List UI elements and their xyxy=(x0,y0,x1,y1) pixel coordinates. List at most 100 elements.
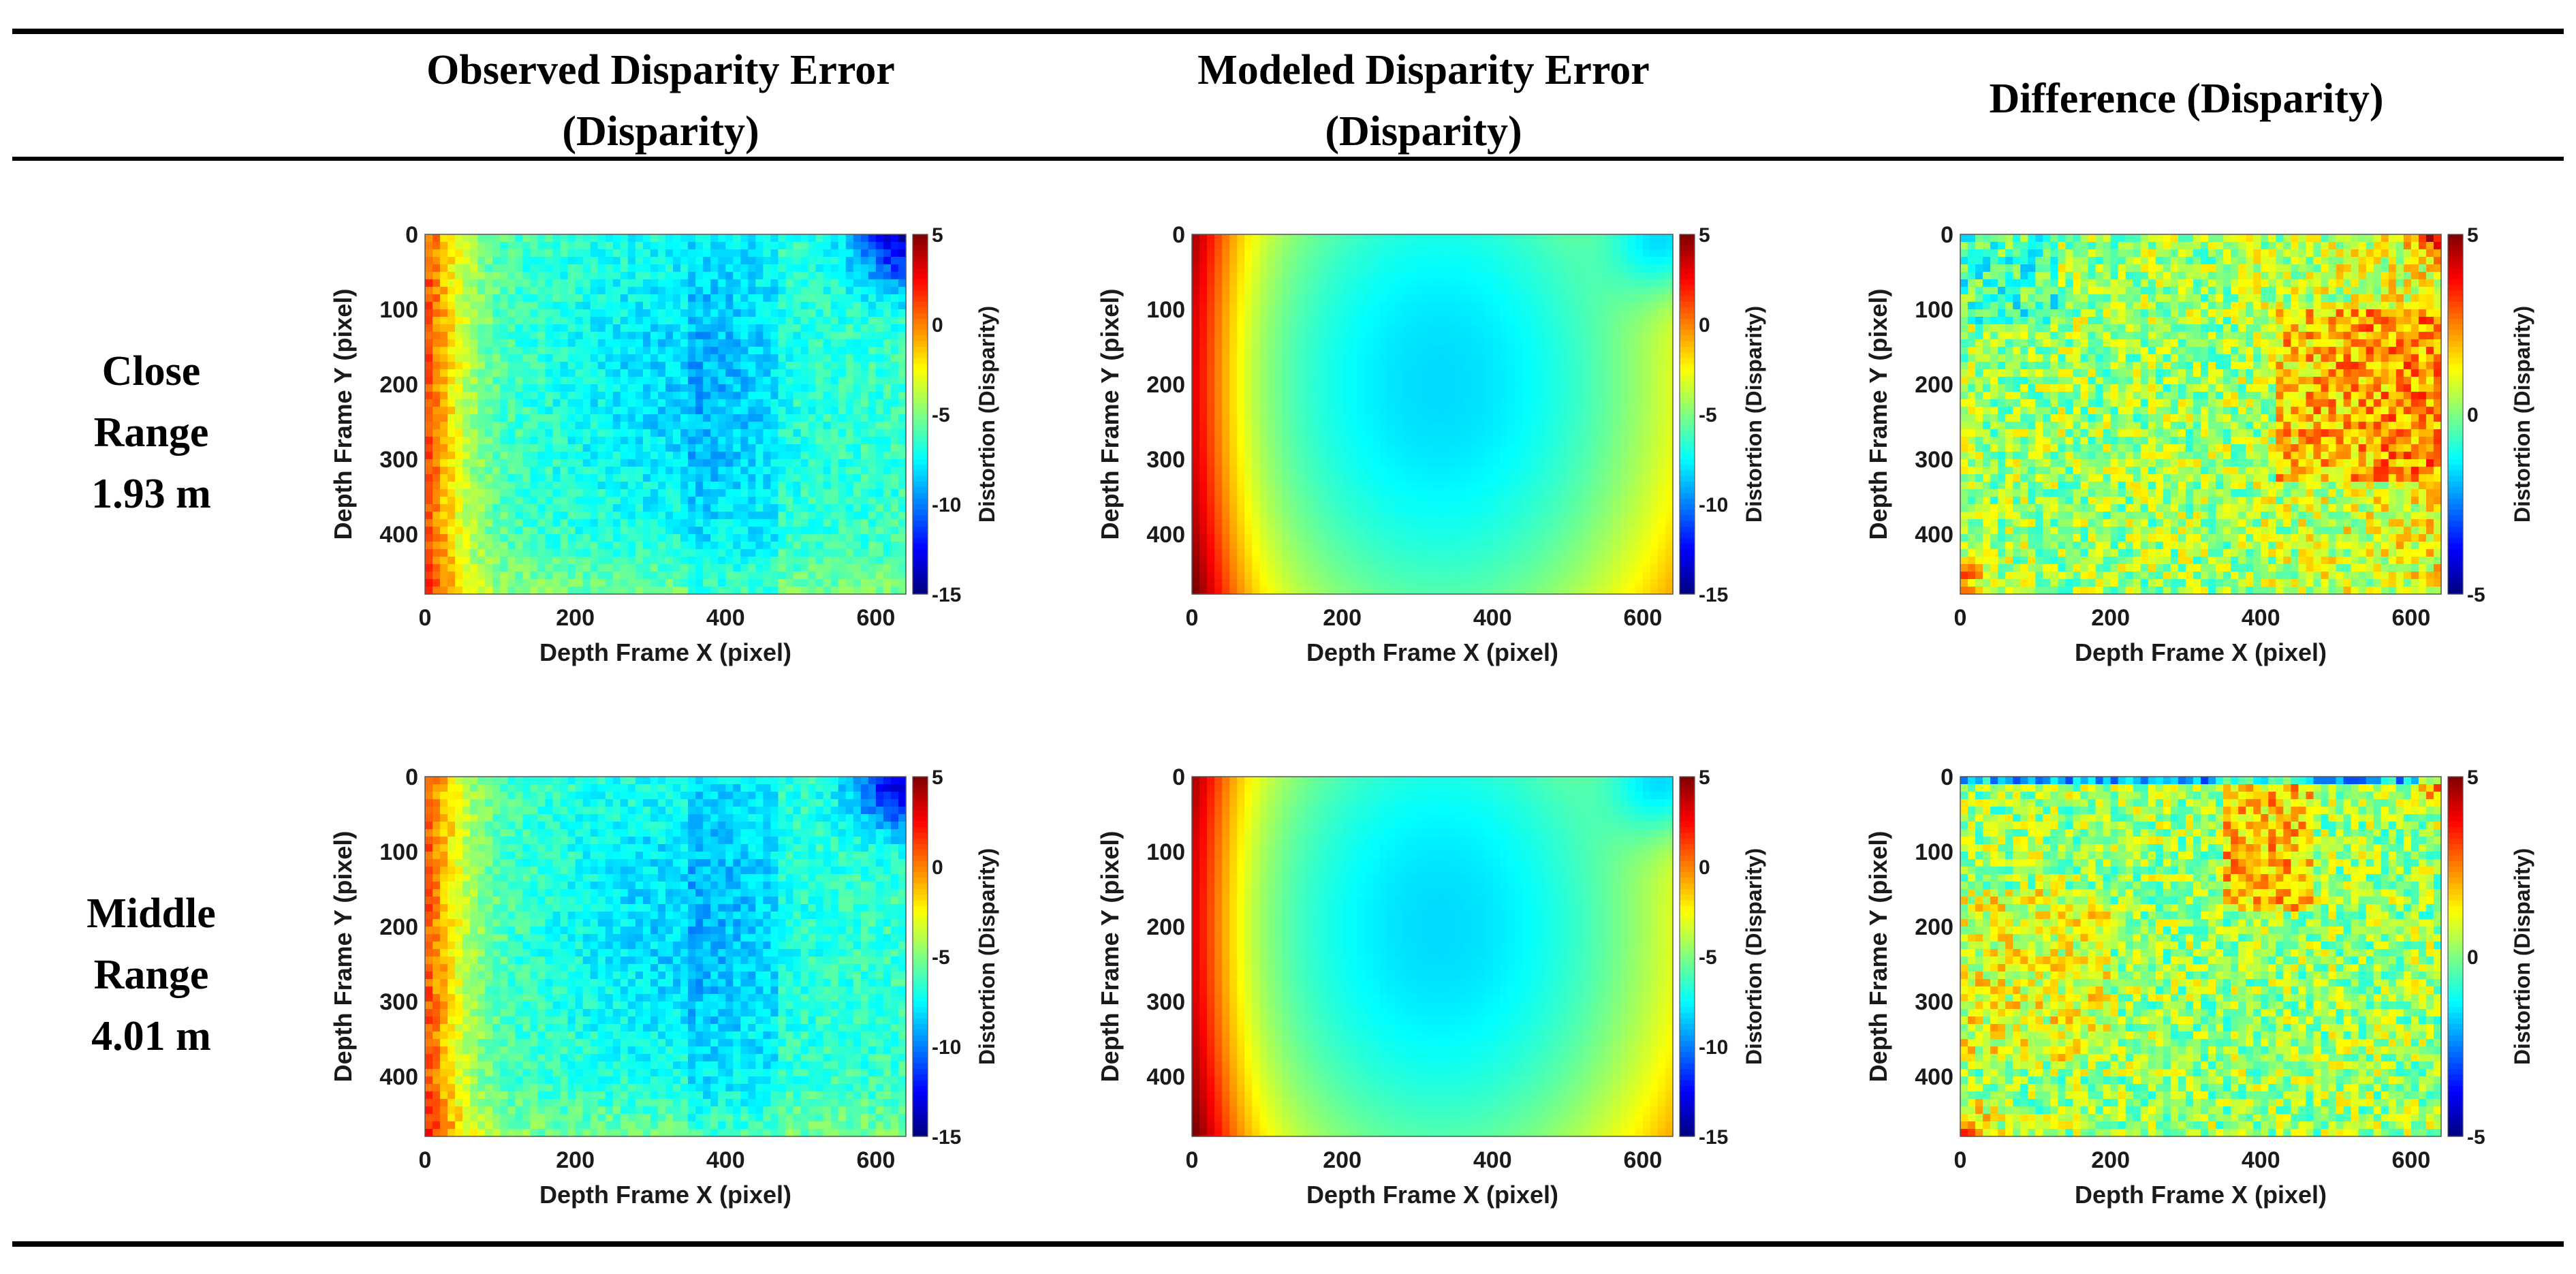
heatmap-cell xyxy=(1364,332,1373,340)
heatmap-cell xyxy=(582,362,591,370)
heatmap-cell xyxy=(1522,399,1531,407)
heatmap-cell xyxy=(1455,429,1463,437)
heatmap-cell xyxy=(635,527,644,535)
heatmap-cell xyxy=(703,527,711,535)
heatmap-cell xyxy=(853,579,862,587)
heatmap-cell xyxy=(522,392,531,400)
heatmap-cell xyxy=(507,234,516,243)
heatmap-cell xyxy=(1597,392,1606,400)
heatmap-cell xyxy=(1590,332,1599,340)
heatmap-cell xyxy=(748,429,756,437)
heatmap-cell xyxy=(1462,272,1471,280)
heatmap-cell xyxy=(778,519,787,527)
heatmap-cell xyxy=(1642,272,1651,280)
heatmap-cell xyxy=(868,572,877,580)
heatmap-cell xyxy=(552,287,561,295)
heatmap-cell xyxy=(1447,294,1456,302)
heatmap-cell xyxy=(1357,407,1366,415)
heatmap-cell xyxy=(537,452,546,460)
heatmap-cell xyxy=(1500,332,1508,340)
heatmap-cell xyxy=(492,369,501,377)
heatmap-cell xyxy=(710,482,719,490)
heatmap-cell xyxy=(853,354,862,362)
heatmap-cell xyxy=(770,549,779,557)
heatmap-cell xyxy=(673,294,681,302)
heatmap-cell xyxy=(650,272,659,280)
heatmap-cell xyxy=(740,504,749,512)
heatmap-cell xyxy=(425,384,433,392)
heatmap-cell xyxy=(1282,272,1291,280)
heatmap-cell xyxy=(853,444,862,452)
heatmap-cell xyxy=(778,399,787,407)
heatmap-cell xyxy=(1214,279,1223,288)
heatmap-cell xyxy=(838,287,847,295)
heatmap-cell xyxy=(853,264,862,273)
heatmap-cell xyxy=(710,534,719,542)
heatmap-cell xyxy=(522,302,531,310)
heatmap-cell xyxy=(890,452,899,460)
heatmap-cell xyxy=(703,497,711,505)
heatmap-cell xyxy=(590,534,599,542)
heatmap-cell xyxy=(1237,422,1245,430)
heatmap-cell xyxy=(808,392,817,400)
heatmap-cell xyxy=(718,392,726,400)
heatmap-cell xyxy=(433,414,441,422)
heatmap-cell xyxy=(845,459,854,467)
heatmap-cell xyxy=(620,414,629,422)
heatmap-cell xyxy=(1417,309,1426,317)
heatmap-cell xyxy=(1409,392,1418,400)
heatmap-cell xyxy=(1635,429,1644,437)
column-header-line: Difference (Disparity) xyxy=(1989,76,2384,122)
heatmap-cell xyxy=(1282,414,1291,422)
heatmap-cell xyxy=(1357,369,1366,377)
heatmap-cell xyxy=(575,534,584,542)
heatmap-cell xyxy=(440,407,448,415)
heatmap-cell xyxy=(1244,399,1253,407)
heatmap-cell xyxy=(522,272,531,280)
heatmap-cell xyxy=(763,459,772,467)
heatmap-cell xyxy=(680,467,689,475)
heatmap-cell xyxy=(1597,302,1606,310)
heatmap-cell xyxy=(642,369,651,377)
heatmap-cell xyxy=(1507,392,1515,400)
heatmap-cell xyxy=(838,294,847,302)
heatmap-cell xyxy=(1545,287,1554,295)
heatmap-cell xyxy=(605,557,614,565)
heatmap-cell xyxy=(447,347,456,355)
heatmap-cell xyxy=(845,549,854,557)
heatmap-cell xyxy=(1312,317,1321,325)
heatmap-cell xyxy=(425,452,433,460)
heatmap-cell xyxy=(748,579,756,587)
heatmap-cell xyxy=(560,549,569,557)
heatmap-cell xyxy=(1424,279,1433,288)
heatmap-cell xyxy=(470,557,478,565)
heatmap-cell xyxy=(665,317,674,325)
heatmap-cell xyxy=(1237,264,1245,273)
heatmap-cell xyxy=(815,519,824,527)
heatmap-cell xyxy=(838,234,847,243)
heatmap-cell xyxy=(793,272,802,280)
heatmap-cell xyxy=(1515,407,1523,415)
heatmap-cell xyxy=(582,324,591,332)
heatmap-cell xyxy=(808,557,817,565)
heatmap-cell xyxy=(823,542,832,550)
heatmap-cell xyxy=(515,242,524,250)
heatmap-cell xyxy=(718,332,726,340)
heatmap-cell xyxy=(800,287,809,295)
heatmap-cell xyxy=(507,294,516,302)
heatmap-cell xyxy=(733,527,741,535)
heatmap-cell xyxy=(1477,264,1486,273)
heatmap-cell xyxy=(582,317,591,325)
heatmap-cell xyxy=(733,362,741,370)
heatmap-cell xyxy=(515,497,524,505)
heatmap-cell xyxy=(1319,264,1328,273)
heatmap-cell xyxy=(1485,429,1493,437)
heatmap-cell xyxy=(898,354,907,362)
heatmap-cell xyxy=(1665,302,1674,310)
heatmap-cell xyxy=(703,467,711,475)
colorbar-segment xyxy=(913,290,928,297)
heatmap-cell xyxy=(1657,369,1666,377)
heatmap-cell xyxy=(425,579,433,587)
heatmap-cell xyxy=(650,362,659,370)
heatmap-cell xyxy=(770,362,779,370)
